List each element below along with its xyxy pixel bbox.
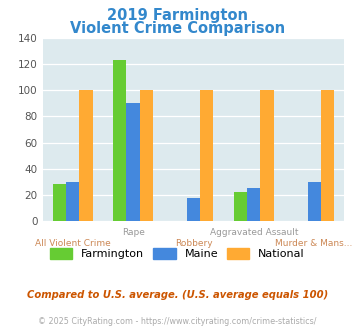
Bar: [126, 103, 140, 221]
Bar: [53, 184, 66, 221]
Legend: Farmington, Maine, National: Farmington, Maine, National: [46, 244, 309, 263]
Text: © 2025 CityRating.com - https://www.cityrating.com/crime-statistics/: © 2025 CityRating.com - https://www.city…: [38, 317, 317, 326]
Bar: [80, 90, 93, 221]
Text: Murder & Mans...: Murder & Mans...: [275, 239, 353, 248]
Bar: [140, 90, 153, 221]
Text: Violent Crime Comparison: Violent Crime Comparison: [70, 21, 285, 36]
Bar: [66, 182, 80, 221]
Bar: [187, 198, 200, 221]
Text: Compared to U.S. average. (U.S. average equals 100): Compared to U.S. average. (U.S. average …: [27, 290, 328, 300]
Bar: [247, 188, 261, 221]
Text: Rape: Rape: [122, 228, 144, 237]
Bar: [200, 90, 213, 221]
Bar: [113, 60, 126, 221]
Text: Aggravated Assault: Aggravated Assault: [209, 228, 298, 237]
Text: Robbery: Robbery: [175, 239, 212, 248]
Bar: [321, 90, 334, 221]
Text: All Violent Crime: All Violent Crime: [35, 239, 111, 248]
Text: 2019 Farmington: 2019 Farmington: [107, 8, 248, 23]
Bar: [261, 90, 274, 221]
Bar: [234, 192, 247, 221]
Bar: [307, 182, 321, 221]
